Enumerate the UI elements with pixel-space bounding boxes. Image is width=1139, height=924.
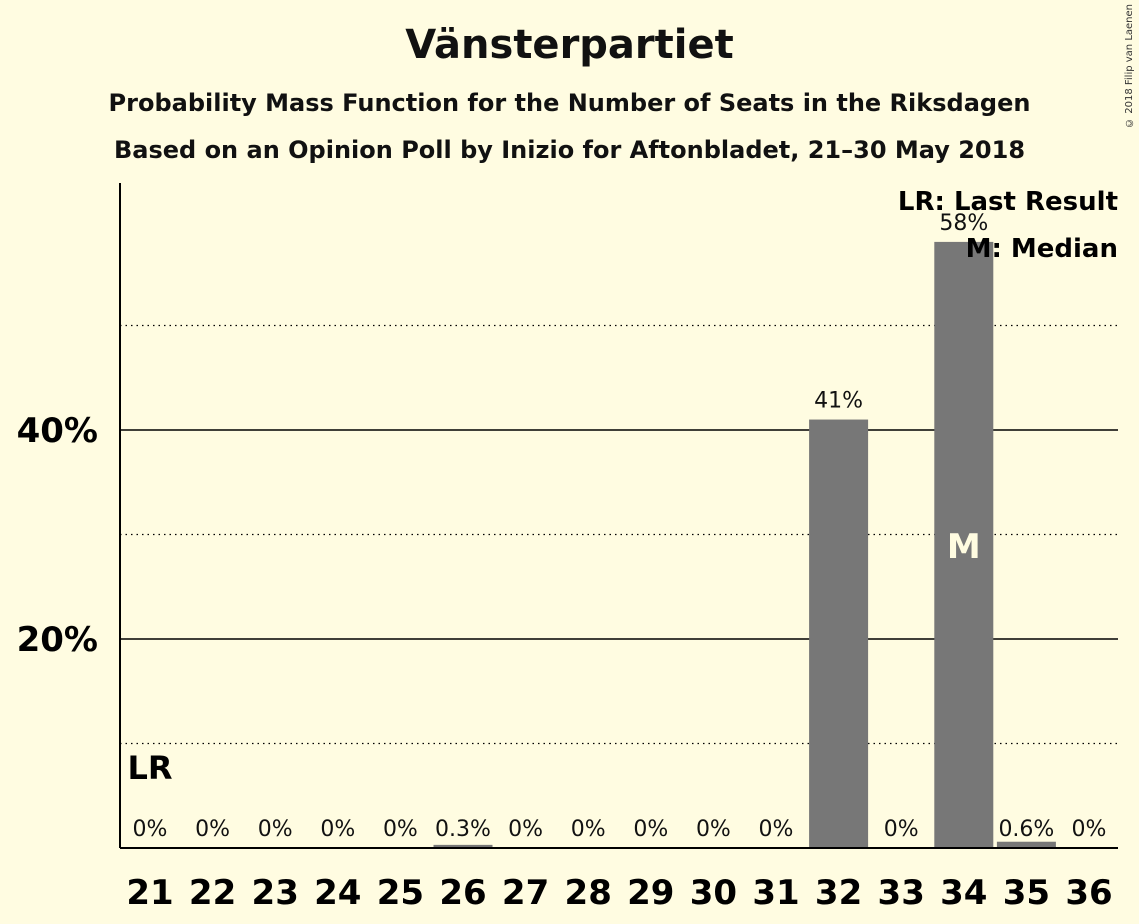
x-tick-label: 22 — [189, 873, 236, 913]
y-tick-label: 20% — [17, 620, 98, 660]
chart-subtitle: Probability Mass Function for the Number… — [108, 89, 1031, 117]
x-tick-label: 35 — [1003, 873, 1050, 913]
value-label: 0% — [508, 817, 543, 842]
value-label: 0% — [383, 817, 418, 842]
value-label: 58% — [939, 211, 988, 236]
x-tick-label: 28 — [565, 873, 612, 913]
chart-subtitle-source: Based on an Opinion Poll by Inizio for A… — [113, 136, 1026, 164]
y-tick-label: 40% — [17, 411, 98, 451]
x-tick-label: 36 — [1065, 873, 1112, 913]
x-tick-label: 29 — [627, 873, 674, 913]
value-label: 41% — [814, 389, 863, 414]
x-tick-label: 21 — [126, 873, 173, 913]
bar-seats-32 — [809, 419, 869, 848]
x-tick-label: 34 — [940, 873, 987, 913]
value-label: 0.3% — [435, 817, 491, 842]
bar-seats-34 — [934, 241, 994, 848]
value-label: 0.6% — [998, 817, 1054, 842]
legend-last-result: LR: Last Result — [898, 187, 1118, 217]
median-marker: M — [947, 527, 981, 567]
x-tick-label: 33 — [878, 873, 925, 913]
legend-median: M: Median — [966, 234, 1118, 264]
value-label: 0% — [320, 817, 355, 842]
value-label: 0% — [633, 817, 668, 842]
value-label: 0% — [884, 817, 919, 842]
bar-seats-26 — [433, 844, 493, 848]
x-tick-label: 26 — [439, 873, 486, 913]
x-tick-label: 24 — [314, 873, 361, 913]
value-label: 0% — [195, 817, 230, 842]
value-label: 0% — [571, 817, 606, 842]
value-label: 0% — [133, 817, 168, 842]
x-tick-label: 27 — [502, 873, 549, 913]
chart-title: Vänsterpartiet — [405, 22, 734, 68]
x-tick-label: 23 — [252, 873, 299, 913]
x-tick-label: 32 — [815, 873, 862, 913]
x-tick-label: 30 — [690, 873, 737, 913]
x-tick-label: 25 — [377, 873, 424, 913]
bar-seats-35 — [996, 841, 1056, 848]
value-label: 0% — [258, 817, 293, 842]
value-label: 0% — [1072, 817, 1107, 842]
value-label: 0% — [759, 817, 794, 842]
last-result-marker: LR — [127, 749, 172, 787]
x-tick-label: 31 — [752, 873, 799, 913]
value-label: 0% — [696, 817, 731, 842]
